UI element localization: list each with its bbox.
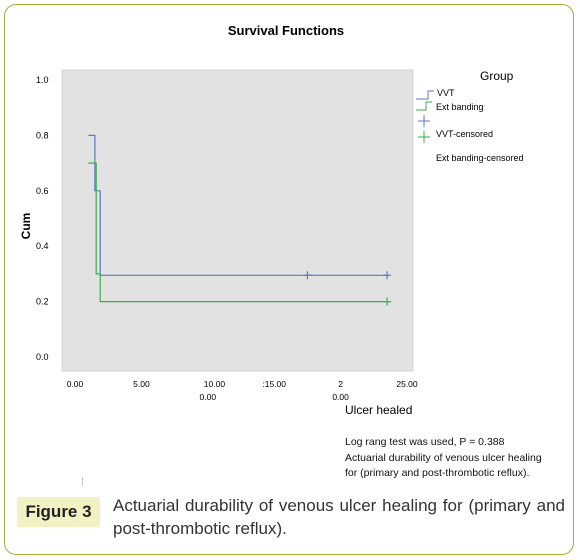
x-tick-label: 0.00 xyxy=(332,392,349,402)
legend-title: Group xyxy=(480,69,514,83)
figure-caption: Actuarial durability of venous ulcer hea… xyxy=(113,496,565,538)
y-tick-label: 0.4 xyxy=(36,241,49,251)
x-tick-label: 25.00 xyxy=(396,379,418,389)
censor-mark-vvt-censored xyxy=(383,271,392,280)
legend-label-ext-censored: Ext banding-censored xyxy=(436,153,524,163)
series-lines xyxy=(88,134,388,303)
figure-label: Figure 3 xyxy=(17,497,100,527)
legend-label-vvt-censored: VVT-censored xyxy=(436,129,493,139)
note-description-line1: Actuarial durability of venous ulcer hea… xyxy=(345,452,542,464)
y-tick-label: 0.8 xyxy=(36,130,49,140)
censor-marks xyxy=(303,271,392,306)
x-tick-label: 2 xyxy=(338,379,343,389)
chart-title: Survival Functions xyxy=(228,23,344,38)
x-tick-labels: 0.00 5.00 10.00 :15.00 2 25.00 0.00 0.00 xyxy=(67,379,418,402)
series-line-ext-banding xyxy=(88,162,388,303)
y-tick-label: 0.0 xyxy=(36,352,49,362)
x-tick-label: 10.00 xyxy=(204,379,226,389)
censor-mark-vvt-censored xyxy=(303,271,312,280)
figure-frame xyxy=(4,4,574,555)
y-axis-label: Cum xyxy=(19,213,33,240)
y-tick-label: 0.6 xyxy=(36,186,49,196)
y-tick-labels: 0.0 0.2 0.4 0.6 0.8 1.0 xyxy=(36,75,49,362)
legend: Group VVT Ext banding VVT-censored Ext b… xyxy=(416,69,524,163)
note-description-line2: for (primary and post-thrombotic reflux)… xyxy=(345,467,530,479)
x-tick-label: 0.00 xyxy=(67,379,84,389)
plot-area xyxy=(61,69,414,372)
legend-label-vvt: VVT xyxy=(437,88,455,98)
x-tick-label: :15.00 xyxy=(262,379,286,389)
legend-label-ext: Ext banding xyxy=(436,102,484,112)
survival-chart: Survival Functions Cum Ulcer healed 0.00… xyxy=(19,23,524,417)
x-tick-label: 5.00 xyxy=(133,379,150,389)
censor-mark-ext-banding-censored xyxy=(383,297,392,306)
divider-mark xyxy=(82,477,83,486)
legend-swatch-ext xyxy=(416,101,432,111)
series-line-vvt xyxy=(88,134,388,276)
x-tick-label: 0.00 xyxy=(200,392,217,402)
x-axis-label: Ulcer healed xyxy=(345,403,412,417)
y-tick-label: 1.0 xyxy=(36,75,49,85)
note-log-rank: Log rang test was used, P = 0.388 xyxy=(345,436,505,448)
y-tick-label: 0.2 xyxy=(36,297,49,307)
legend-cross-vvt xyxy=(418,115,430,127)
legend-cross-ext xyxy=(418,131,430,143)
legend-swatch-vvt xyxy=(416,90,434,100)
